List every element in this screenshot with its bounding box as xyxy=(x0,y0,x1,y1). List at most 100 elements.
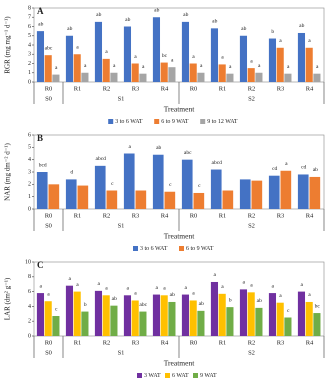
bar xyxy=(168,67,176,82)
bar xyxy=(52,74,60,82)
significance-letter: abcd xyxy=(96,156,107,162)
bar xyxy=(297,32,306,82)
bar xyxy=(284,317,292,336)
bar xyxy=(94,165,106,209)
significance-letter: a xyxy=(192,54,195,60)
significance-letter: ab xyxy=(212,19,217,25)
bar xyxy=(226,307,234,336)
x-tick-label: R1 xyxy=(74,85,82,92)
significance-letter: a xyxy=(98,281,101,287)
significance-letter: cd xyxy=(272,166,277,172)
x-tick-label: R2 xyxy=(103,339,111,346)
bar xyxy=(44,55,52,82)
bar xyxy=(65,35,74,82)
bar xyxy=(36,172,48,209)
bar xyxy=(73,54,81,82)
significance-letter: a xyxy=(134,291,137,297)
bar xyxy=(160,62,168,82)
bar xyxy=(239,179,251,209)
significance-letter: abc xyxy=(45,45,53,51)
significance-letter: a xyxy=(134,54,137,60)
significance-letter: c xyxy=(111,181,114,187)
bar xyxy=(297,291,306,336)
x-tick-label: R0 xyxy=(45,85,53,92)
significance-letter: a xyxy=(40,283,43,289)
group-label: S1 xyxy=(118,349,125,356)
legend-swatch xyxy=(179,246,184,251)
panel-label: A xyxy=(37,6,44,16)
bar xyxy=(197,72,205,82)
legend-label: 3 WAT xyxy=(144,373,161,379)
x-tick-label: R0 xyxy=(190,85,198,92)
bar xyxy=(94,21,103,82)
bar xyxy=(193,192,205,209)
bar xyxy=(268,38,277,82)
y-tick-label: 8 xyxy=(28,5,31,11)
bar xyxy=(239,289,248,336)
bar xyxy=(218,293,226,336)
bar xyxy=(222,190,234,209)
significance-letter: a xyxy=(163,286,166,292)
y-tick-label: 2 xyxy=(28,182,31,188)
significance-letter: a xyxy=(250,283,253,289)
significance-letter: a xyxy=(192,291,195,297)
significance-letter: a xyxy=(142,64,145,70)
legend-label: 3 to 6 WAT xyxy=(115,119,143,125)
significance-letter: ab xyxy=(38,21,43,27)
bar xyxy=(276,47,284,82)
bar xyxy=(48,184,60,209)
group-label: S1 xyxy=(118,95,125,102)
bar xyxy=(309,176,321,209)
significance-letter: a xyxy=(84,63,87,69)
significance-letter: b xyxy=(271,29,274,35)
x-tick-label: R3 xyxy=(277,85,285,92)
y-tick-label: 4 xyxy=(28,42,31,48)
significance-letter: ab xyxy=(96,12,101,18)
bar xyxy=(255,72,263,82)
bar xyxy=(52,316,60,336)
significance-letter: a xyxy=(76,282,79,288)
bar xyxy=(160,295,168,336)
x-tick-label: R3 xyxy=(132,85,140,92)
bar xyxy=(297,174,309,209)
legend-swatch xyxy=(193,373,198,378)
bar xyxy=(268,293,277,336)
significance-letter: a xyxy=(200,63,203,69)
bar xyxy=(110,72,118,82)
significance-letter: a xyxy=(127,286,130,292)
legend-label: 6 to 9 WAT xyxy=(186,246,214,252)
x-tick-label: R3 xyxy=(132,212,140,219)
significance-letter: a xyxy=(221,284,224,290)
x-tick-label: R1 xyxy=(219,85,227,92)
bar xyxy=(280,170,292,209)
x-tick-label: R1 xyxy=(219,339,227,346)
significance-letter: a xyxy=(105,49,108,55)
x-tick-label: R3 xyxy=(277,212,285,219)
x-tick-label: R2 xyxy=(248,339,256,346)
significance-letter: a xyxy=(221,55,224,61)
bar xyxy=(152,154,164,209)
bar xyxy=(81,311,89,336)
bar xyxy=(65,179,77,209)
x-tick-label: R2 xyxy=(103,212,111,219)
x-tick-label: R1 xyxy=(74,339,82,346)
y-tick-label: 4 xyxy=(28,157,31,163)
bar xyxy=(36,293,45,336)
significance-letter: a xyxy=(113,63,116,69)
bar xyxy=(189,300,197,336)
significance-letter: a xyxy=(272,283,275,289)
bar xyxy=(152,17,161,82)
legend-label: 6 WAT xyxy=(172,373,189,379)
bar xyxy=(123,295,132,336)
legend-swatch xyxy=(200,119,206,124)
x-tick-label: R0 xyxy=(45,212,53,219)
bar xyxy=(123,153,135,209)
significance-letter: a xyxy=(69,276,72,282)
y-tick-label: 4 xyxy=(28,304,31,310)
bar xyxy=(36,31,45,82)
significance-letter: a xyxy=(243,280,246,286)
x-tick-label: R2 xyxy=(248,85,256,92)
group-label: S2 xyxy=(248,349,255,356)
significance-letter: a xyxy=(301,282,304,288)
y-tick-label: 3 xyxy=(28,169,31,175)
